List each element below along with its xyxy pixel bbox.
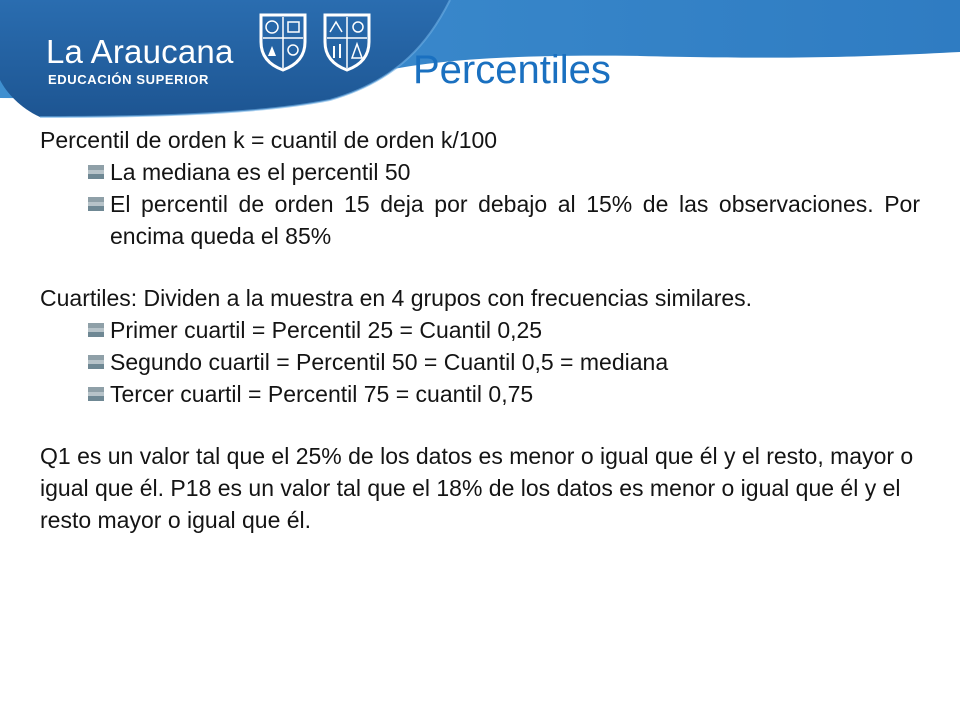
crests <box>258 12 372 72</box>
percentil-definition: Percentil de orden k = cuantil de orden … <box>40 127 498 153</box>
header-banner <box>0 0 960 118</box>
bullet-list-2: Primer cuartil = Percentil 25 = Cuantil … <box>40 314 920 410</box>
slide-header: La Araucana EDUCACIÓN SUPERIOR <box>0 0 960 118</box>
bullet-icon <box>88 197 104 211</box>
bullet-icon <box>88 387 104 401</box>
cuartiles-definition: Cuartiles: Dividen a la muestra en 4 gru… <box>40 285 753 311</box>
bullet-icon <box>88 165 104 179</box>
bullet-text: La mediana es el percentil 50 <box>110 159 411 185</box>
bullet-text: Primer cuartil = Percentil 25 = Cuantil … <box>110 317 543 343</box>
list-item: El percentil de orden 15 deja por debajo… <box>40 188 920 252</box>
list-item: Primer cuartil = Percentil 25 = Cuantil … <box>40 314 920 346</box>
list-item: La mediana es el percentil 50 <box>40 156 920 188</box>
brand-name: La Araucana <box>46 33 234 70</box>
slide-title: Percentiles <box>413 48 611 92</box>
list-item: Tercer cuartil = Percentil 75 = cuantil … <box>40 378 920 410</box>
brand-logo: La Araucana EDUCACIÓN SUPERIOR <box>46 33 234 88</box>
bullet-text: Tercer cuartil = Percentil 75 = cuantil … <box>110 381 534 407</box>
crest-shield-icon <box>322 12 372 72</box>
crest-shield-icon <box>258 12 308 72</box>
bullet-icon <box>88 355 104 369</box>
bullet-text: El percentil de orden 15 deja por debajo… <box>110 191 920 249</box>
q1-p18-explanation: Q1 es un valor tal que el 25% de los dat… <box>40 443 914 533</box>
bullet-text: Segundo cuartil = Percentil 50 = Cuantil… <box>110 349 669 375</box>
bullet-list-1: La mediana es el percentil 50 El percent… <box>40 156 920 252</box>
bullet-icon <box>88 323 104 337</box>
slide-content: Percentil de orden k = cuantil de orden … <box>40 118 920 536</box>
list-item: Segundo cuartil = Percentil 50 = Cuantil… <box>40 346 920 378</box>
brand-subtitle: EDUCACIÓN SUPERIOR <box>48 72 210 87</box>
